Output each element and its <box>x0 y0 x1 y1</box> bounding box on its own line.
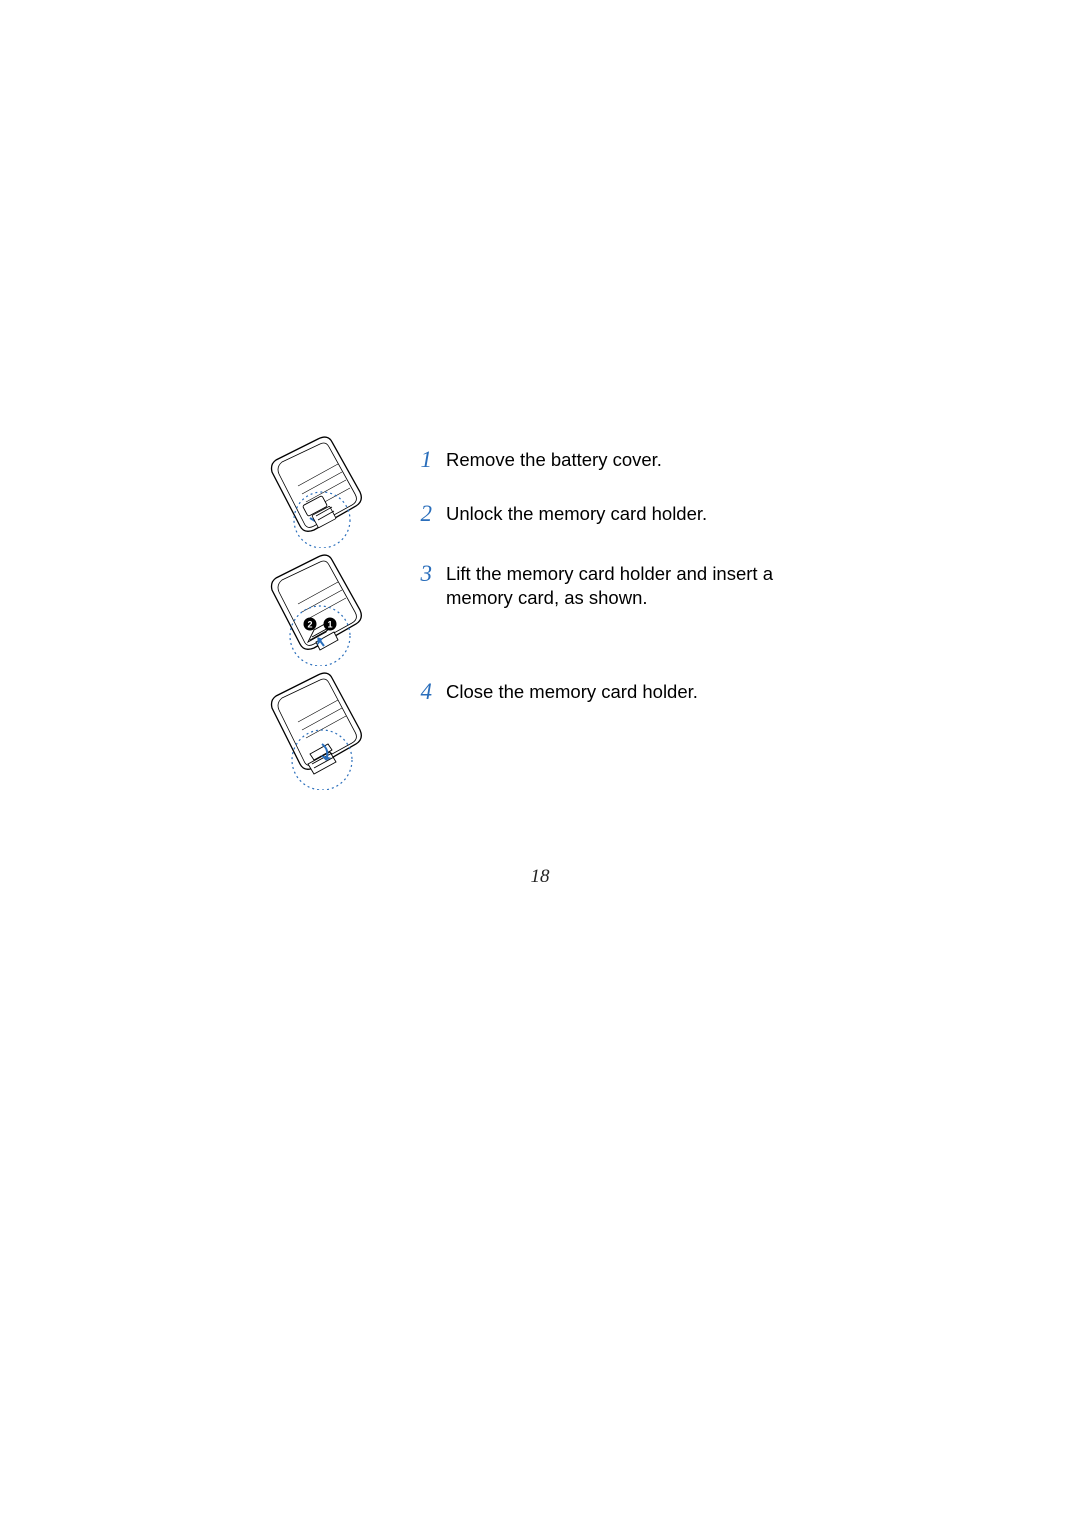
page: 1 2 <box>0 0 1080 1527</box>
step-4: 4 Close the memory card holder. <box>418 680 838 704</box>
step-1: 1 Remove the battery cover. <box>418 448 838 472</box>
step-text: Close the memory card holder. <box>446 680 698 704</box>
step-number: 1 <box>418 448 432 472</box>
step-number: 4 <box>418 680 432 704</box>
phone-close-holder-illustration <box>260 672 366 790</box>
step-text: Lift the memory card holder and insert a… <box>446 562 786 610</box>
step-text: Unlock the memory card holder. <box>446 502 707 526</box>
steps-column: 1 Remove the battery cover. 2 Unlock the… <box>398 448 838 704</box>
step-text: Remove the battery cover. <box>446 448 662 472</box>
phone-unlock-holder-illustration <box>260 436 366 548</box>
phone-insert-card-illustration: 1 2 <box>260 554 366 666</box>
svg-text:2: 2 <box>307 620 312 630</box>
page-number: 18 <box>0 866 1080 888</box>
illustration-column: 1 2 <box>260 436 398 790</box>
step-3: 3 Lift the memory card holder and insert… <box>418 562 838 610</box>
step-2: 2 Unlock the memory card holder. <box>418 502 838 526</box>
illustration-panel-2: 1 2 <box>260 554 366 666</box>
illustration-panel-3 <box>260 672 366 790</box>
step-number: 2 <box>418 502 432 526</box>
step-number: 3 <box>418 562 432 586</box>
svg-text:1: 1 <box>327 620 332 630</box>
illustration-panel-1 <box>260 436 366 548</box>
